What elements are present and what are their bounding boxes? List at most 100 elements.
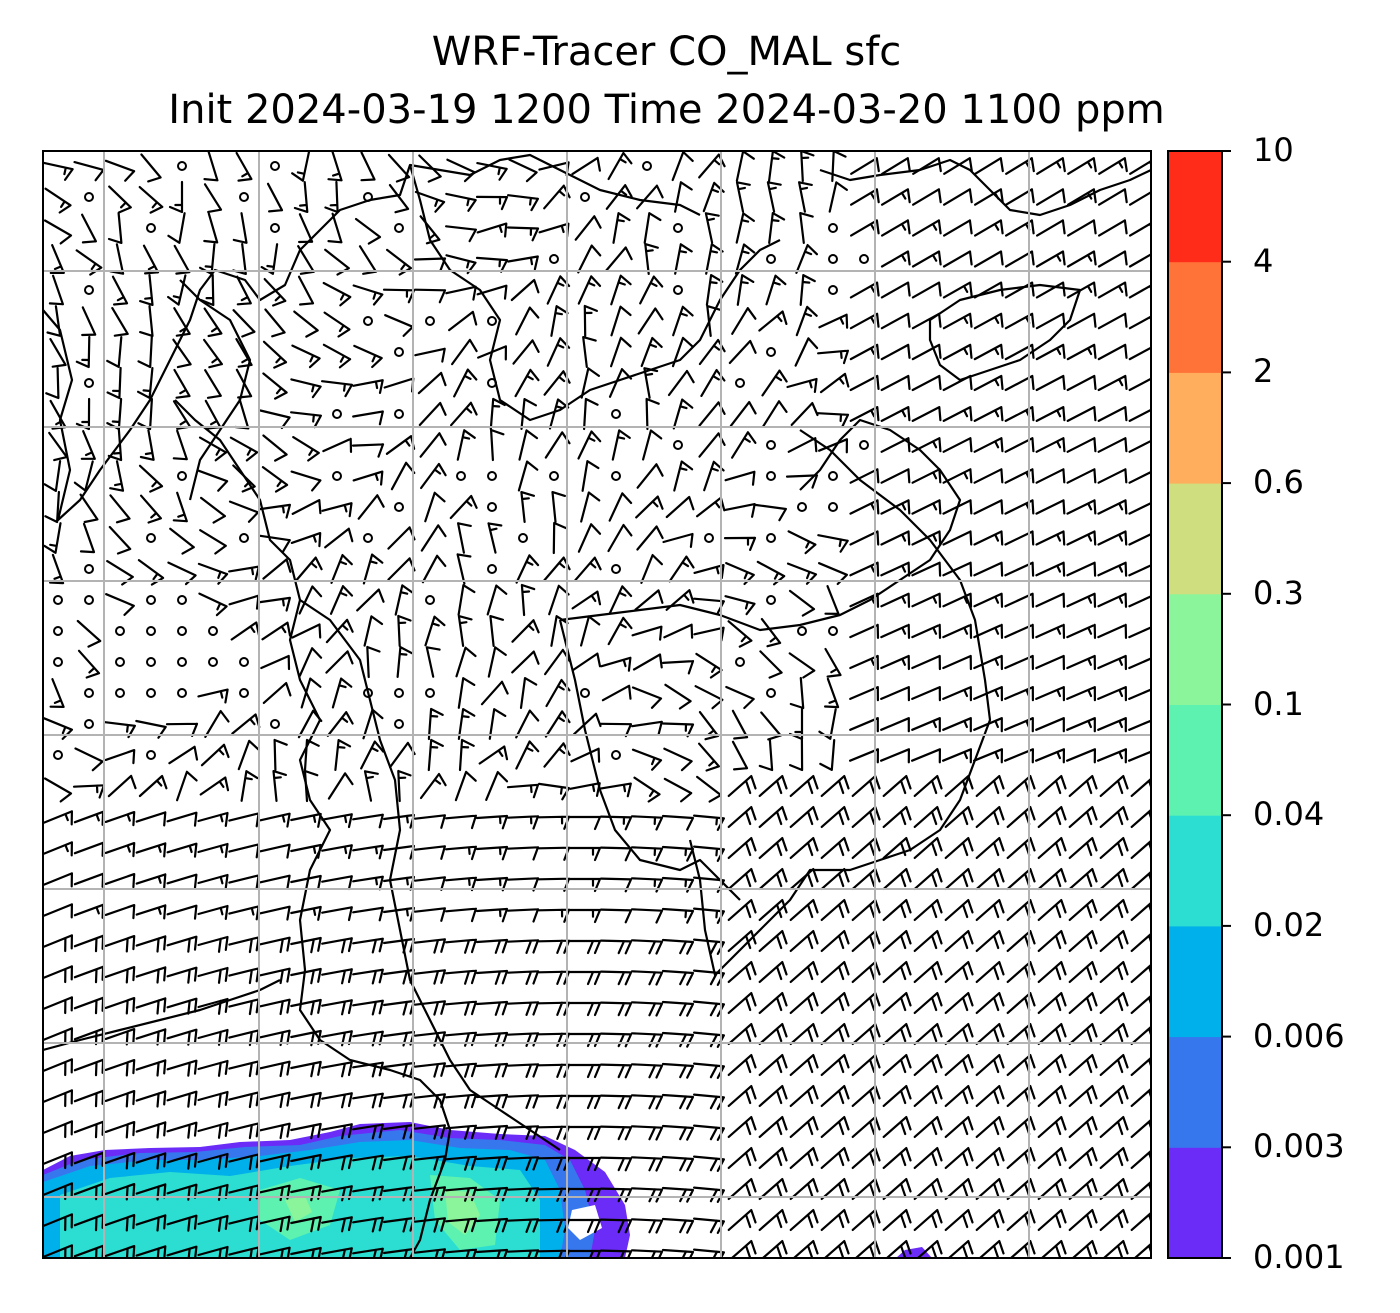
wind-barb <box>519 677 538 709</box>
wind-barb <box>352 1092 384 1109</box>
wind-barb <box>974 157 1004 175</box>
wind-barb <box>427 738 444 772</box>
wind-barb <box>362 553 384 585</box>
wind-barb <box>421 554 447 584</box>
wind-barb <box>789 1116 819 1138</box>
wind-barb <box>1066 686 1096 702</box>
coastline-east-coast <box>688 429 992 977</box>
wind-barb <box>1097 654 1127 671</box>
wind-barb <box>882 1085 912 1107</box>
wind-barb <box>73 460 94 492</box>
wind-barb <box>1099 1085 1129 1107</box>
wind-barb <box>352 906 384 922</box>
wind-barb <box>1068 1178 1098 1200</box>
wind-barb <box>788 652 816 679</box>
wind-barb <box>612 212 631 244</box>
wind-barb <box>303 769 319 803</box>
wind-barb <box>451 338 478 366</box>
wind-barb <box>1097 312 1128 330</box>
calm-wind-marker <box>84 285 94 295</box>
wind-barb <box>1128 253 1151 268</box>
wind-barb <box>76 619 102 648</box>
wind-barb <box>420 462 447 490</box>
wind-barb <box>520 398 537 430</box>
wind-barb <box>172 491 188 523</box>
calm-wind-marker <box>363 316 373 326</box>
wind-barb <box>727 1085 757 1107</box>
wind-barb <box>634 589 664 611</box>
wind-barb <box>414 1217 446 1233</box>
wind-barb <box>229 436 259 462</box>
wind-barb <box>325 650 354 674</box>
wind-barb <box>291 623 322 639</box>
wind-barb <box>1037 961 1067 983</box>
wind-barb <box>766 181 782 213</box>
wind-barb <box>789 775 819 797</box>
wind-barb <box>506 1156 540 1171</box>
wind-barb <box>1066 312 1097 330</box>
wind-barb <box>46 305 62 337</box>
wind-barb <box>290 470 322 492</box>
wind-barb <box>204 369 222 399</box>
wind-barb <box>1098 219 1128 237</box>
wind-barb <box>414 907 446 922</box>
wind-barb <box>912 157 942 175</box>
calm-wind-marker <box>239 533 249 543</box>
wind-barb <box>204 710 230 738</box>
wind-barb <box>735 151 755 182</box>
colorbar-segment-0.006 <box>1168 925 1222 1038</box>
wind-barb <box>237 739 260 771</box>
wind-barb <box>290 1060 322 1078</box>
wind-barb <box>661 1186 695 1203</box>
wind-barb <box>911 623 942 639</box>
wind-barb <box>1067 188 1097 206</box>
calm-wind-marker <box>766 440 776 450</box>
wind-barb <box>363 770 379 802</box>
calm-wind-marker <box>673 285 683 295</box>
wind-barb <box>387 153 411 183</box>
wind-barb <box>352 813 384 829</box>
wind-barb <box>73 161 105 182</box>
wind-barb <box>820 992 850 1014</box>
wind-barb <box>352 1154 384 1171</box>
wind-barb <box>388 184 410 214</box>
wind-barb <box>630 846 664 862</box>
wind-barb <box>1037 1116 1067 1138</box>
wind-barb <box>259 1153 291 1171</box>
wind-barb <box>975 1085 1005 1107</box>
wind-barb <box>109 494 131 524</box>
colorbar-tick-label: 0.006 <box>1253 1016 1345 1055</box>
wind-barb <box>166 1059 198 1077</box>
wind-barb <box>445 938 477 954</box>
wind-barb <box>394 584 414 616</box>
wind-barb <box>913 961 943 983</box>
wind-barb <box>197 562 229 585</box>
wind-barb <box>397 769 412 803</box>
wind-barb <box>514 368 540 398</box>
wind-barb <box>942 530 973 546</box>
coastline-west-bay <box>179 279 252 501</box>
wind-barb <box>475 969 509 985</box>
wind-barb <box>322 281 352 307</box>
wind-barb <box>788 589 816 617</box>
calm-wind-marker <box>177 595 187 605</box>
wind-barb <box>758 930 788 952</box>
wind-barb <box>235 368 253 399</box>
wind-barb <box>789 1209 819 1231</box>
wind-barb <box>577 244 602 274</box>
wind-barb <box>727 1147 757 1169</box>
wind-barb <box>1035 654 1065 671</box>
wind-barb <box>1099 961 1129 983</box>
wind-barb <box>135 1214 167 1232</box>
wind-barb <box>580 367 600 399</box>
wind-barb <box>259 1091 291 1109</box>
wind-barb <box>476 284 508 300</box>
wind-barb <box>724 503 756 518</box>
wind-barb <box>353 344 383 369</box>
wind-barb <box>135 966 167 984</box>
wind-barb <box>166 1214 198 1232</box>
wind-barb <box>1037 1054 1067 1076</box>
wind-barb <box>880 592 911 608</box>
wind-barb <box>1099 1209 1129 1231</box>
wind-barb <box>973 281 1004 299</box>
